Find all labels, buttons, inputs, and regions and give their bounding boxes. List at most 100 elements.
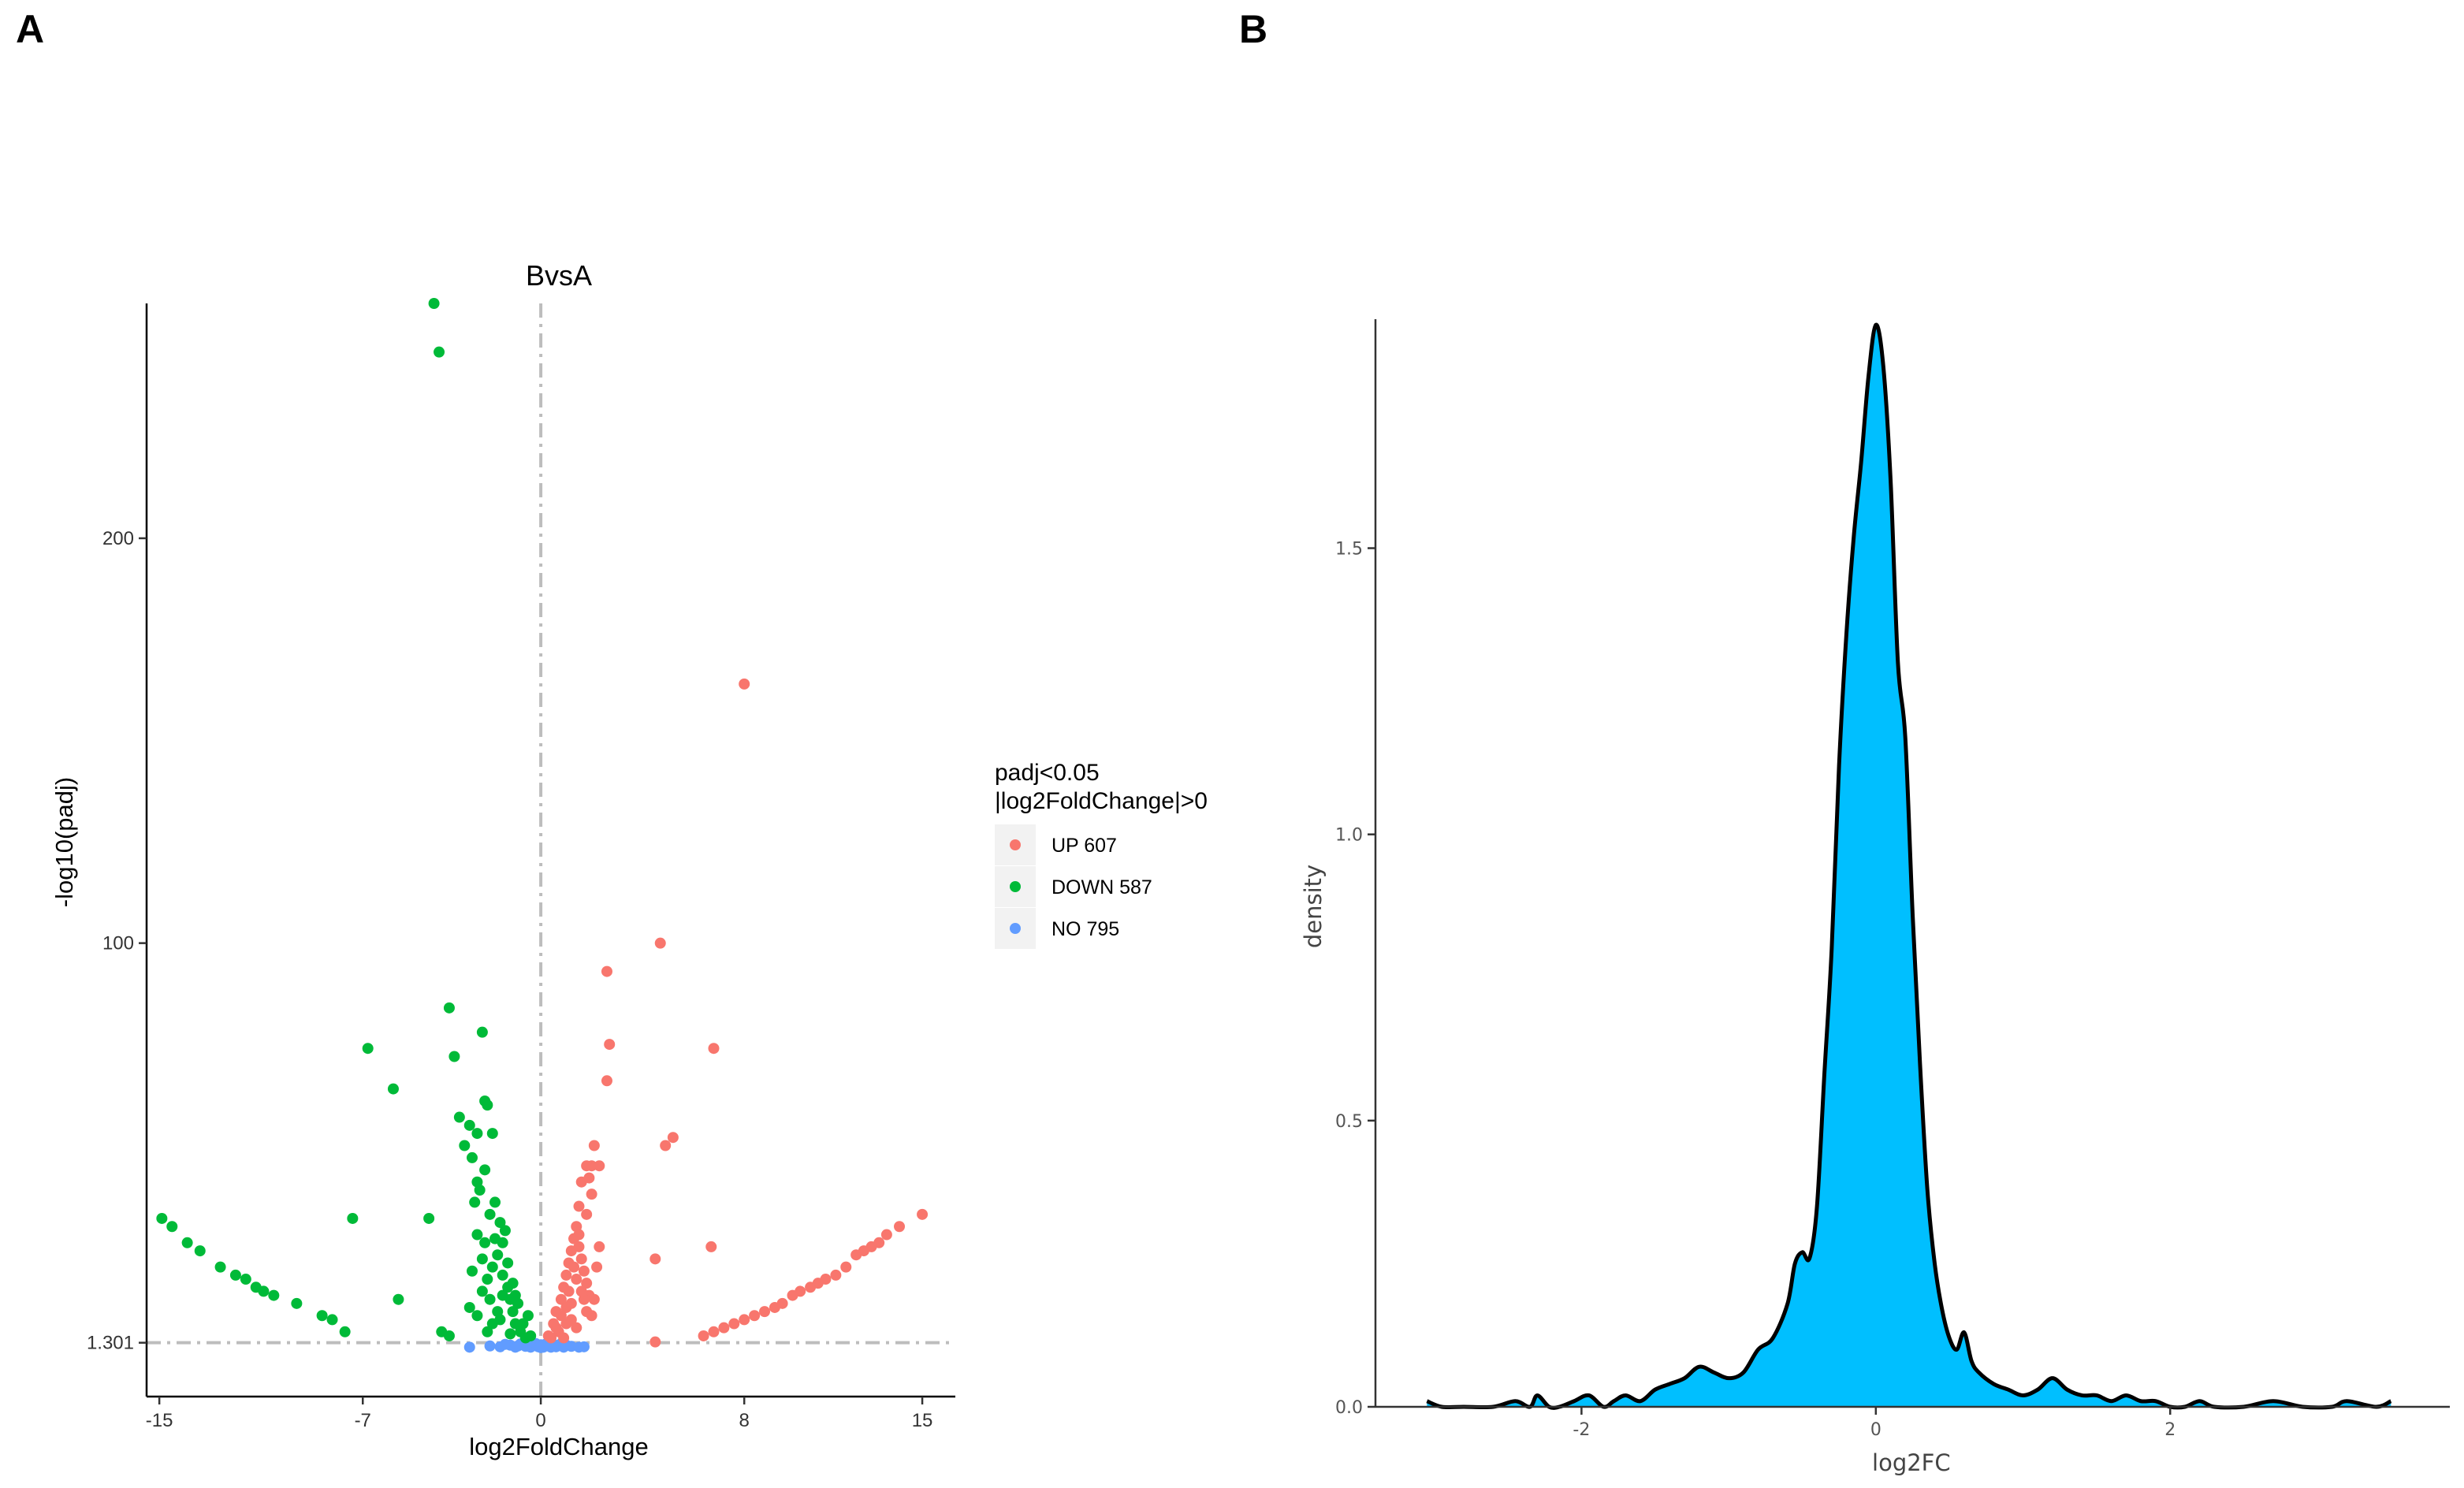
point-down — [499, 1225, 511, 1237]
series-down — [156, 298, 537, 1344]
point-down — [214, 1261, 226, 1273]
point-down — [484, 1208, 496, 1220]
point-up — [728, 1318, 740, 1330]
point-down — [291, 1297, 303, 1309]
legend-entry-down: DOWN 587 — [1051, 876, 1152, 898]
point-down — [504, 1328, 516, 1340]
point-down — [194, 1245, 206, 1257]
point-down — [486, 1128, 498, 1140]
point-down — [393, 1293, 404, 1305]
point-down — [469, 1196, 481, 1208]
point-down — [449, 1051, 460, 1062]
point-up — [649, 1336, 661, 1348]
point-down — [507, 1306, 519, 1318]
point-up — [604, 1039, 616, 1051]
point-up — [575, 1253, 587, 1265]
point-down — [489, 1196, 501, 1208]
point-down — [482, 1274, 493, 1285]
point-down — [316, 1310, 328, 1322]
point-down — [474, 1185, 486, 1196]
point-down — [229, 1269, 241, 1281]
point-down — [471, 1128, 483, 1140]
point-up — [573, 1241, 585, 1252]
point-down — [471, 1229, 483, 1241]
point-down — [479, 1237, 491, 1248]
point-up — [586, 1310, 597, 1322]
point-down — [387, 1083, 399, 1095]
point-up — [545, 1332, 556, 1344]
point-down — [489, 1233, 501, 1244]
legend-title-line2: |log2FoldChange|>0 — [995, 788, 1208, 814]
point-down — [522, 1310, 534, 1322]
point-down — [347, 1212, 359, 1224]
point-up — [573, 1200, 585, 1212]
point-no — [463, 1341, 475, 1353]
point-down — [466, 1151, 478, 1163]
point-down — [443, 1002, 455, 1014]
point-down — [497, 1289, 508, 1301]
point-down — [507, 1278, 519, 1289]
legend: padj<0.05 |log2FoldChange|>0 UP 607 DOWN… — [995, 760, 1208, 949]
point-up — [660, 1140, 672, 1151]
legend-key-down — [1010, 881, 1021, 892]
point-down — [471, 1310, 483, 1322]
x-tick-label: 15 — [912, 1410, 933, 1431]
point-up — [550, 1322, 562, 1334]
panel-label-a: A — [16, 7, 45, 51]
point-up — [583, 1172, 595, 1184]
legend-entry-no: NO 795 — [1051, 918, 1119, 940]
point-down — [482, 1099, 493, 1111]
point-down — [492, 1249, 504, 1261]
point-down — [443, 1330, 455, 1341]
point-up — [558, 1332, 570, 1344]
series-up — [542, 678, 929, 1348]
point-up — [894, 1221, 906, 1233]
x-tick-label: 8 — [739, 1410, 750, 1431]
point-down — [240, 1274, 251, 1285]
point-up — [575, 1285, 587, 1297]
point-down — [459, 1140, 471, 1151]
point-no — [512, 1340, 524, 1352]
point-up — [749, 1310, 761, 1322]
point-down — [509, 1318, 521, 1330]
panel-label-b: B — [1239, 7, 1268, 51]
point-down — [502, 1257, 514, 1269]
point-up — [840, 1261, 852, 1273]
point-up — [560, 1318, 572, 1330]
point-down — [482, 1326, 493, 1337]
point-up — [917, 1208, 929, 1220]
point-down — [517, 1318, 529, 1330]
point-down — [476, 1253, 488, 1265]
legend-title-line1: padj<0.05 — [995, 760, 1100, 786]
legend-key-up — [1010, 839, 1021, 850]
point-up — [581, 1160, 593, 1172]
point-down — [453, 1111, 465, 1123]
x-tick-label: 0 — [1870, 1420, 1881, 1440]
y-tick-label: 0.0 — [1335, 1398, 1363, 1418]
point-up — [759, 1306, 771, 1318]
point-up — [581, 1278, 593, 1289]
point-up — [565, 1297, 577, 1309]
x-axis-label: log2FoldChange — [469, 1433, 649, 1460]
y-axis-label: density — [1300, 865, 1327, 948]
y-tick-label: 100 — [102, 933, 134, 954]
point-down — [486, 1261, 498, 1273]
point-up — [850, 1249, 862, 1261]
point-up — [787, 1289, 798, 1301]
point-down — [156, 1212, 168, 1224]
point-up — [578, 1265, 590, 1277]
point-no — [484, 1340, 496, 1352]
point-up — [568, 1261, 580, 1273]
y-tick-label: 1.5 — [1335, 540, 1363, 560]
point-up — [591, 1261, 603, 1273]
point-up — [594, 1241, 605, 1252]
point-up — [880, 1229, 892, 1241]
y-axis-label: -log10(padj) — [50, 777, 78, 907]
point-up — [705, 1241, 717, 1252]
y-tick-label: 0.5 — [1335, 1112, 1363, 1132]
point-up — [586, 1189, 597, 1200]
point-up — [588, 1293, 600, 1305]
point-up — [805, 1282, 817, 1293]
point-up — [708, 1326, 720, 1337]
point-down — [434, 346, 445, 358]
